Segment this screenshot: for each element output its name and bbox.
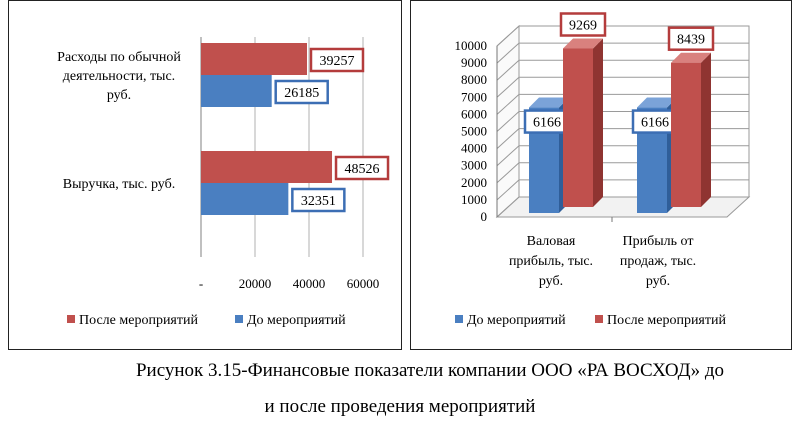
data-label-box — [274, 79, 329, 105]
category-label: прибыль, тыс. — [509, 254, 593, 269]
y-tick-label: 7000 — [461, 89, 487, 104]
x-tick-label: 40000 — [293, 276, 326, 291]
category-label: деятельности, тыс. — [63, 69, 175, 84]
legend-swatch — [235, 315, 243, 323]
y-tick-label: 3000 — [461, 158, 487, 173]
legend-swatch — [67, 315, 75, 323]
data-label: 48526 — [345, 162, 380, 177]
category-label: Валовая — [527, 234, 576, 249]
legend-label: После мероприятий — [607, 313, 726, 328]
x-tick-label: 20000 — [239, 276, 272, 291]
figure-caption-line-1: Рисунок 3.15-Финансовые показатели компа… — [135, 360, 725, 381]
legend-swatch — [455, 315, 463, 323]
category-label: Расходы по обычной — [57, 50, 181, 65]
data-label: 6166 — [533, 116, 561, 131]
y-gridline — [496, 25, 749, 47]
right-3d-bar-chart: 0 1000 2000 3000 4000 5000 6000 7000 8000 9000 100… — [455, 12, 751, 328]
bar — [201, 43, 307, 75]
y-tick-label: 2000 — [461, 175, 487, 190]
bar-top — [563, 38, 603, 49]
y-tick-label: 8000 — [461, 72, 487, 87]
category-label: руб. — [107, 88, 131, 103]
category-label: Выручка, тыс. руб. — [63, 177, 175, 192]
category-label: продаж, тыс. — [620, 254, 696, 269]
y-tick-label: 0 — [481, 209, 488, 224]
figure-caption-line-2: и после проведения мероприятий — [264, 396, 536, 417]
data-label: 39257 — [319, 54, 354, 69]
bar — [201, 183, 289, 215]
legend-label: До мероприятий — [247, 313, 346, 328]
bar — [201, 75, 272, 107]
category-label: Прибыль от — [623, 234, 694, 249]
y-tick-label: 6000 — [461, 106, 487, 121]
data-label-box — [334, 155, 390, 181]
data-label: 6166 — [641, 116, 669, 131]
bar — [671, 62, 701, 207]
data-label-box — [309, 47, 365, 73]
right-chart-panel: 0 1000 2000 3000 4000 5000 6000 7000 8000 9000 100… — [410, 0, 792, 350]
bar-side — [593, 38, 603, 208]
y-tick-label: 1000 — [461, 192, 487, 207]
bar-top — [529, 97, 569, 108]
bar-top — [671, 52, 711, 63]
y-tick-label: 4000 — [461, 141, 487, 156]
legend-label: До мероприятий — [467, 313, 566, 328]
y-tick-label: 10000 — [455, 38, 488, 53]
x-tick-label: 60000 — [347, 276, 380, 291]
data-label-box — [291, 187, 346, 213]
category-label: руб. — [646, 274, 670, 289]
bar-top — [637, 97, 677, 108]
data-label: 32351 — [301, 194, 336, 209]
data-label: 8439 — [677, 33, 705, 48]
y-gridline — [496, 59, 749, 81]
legend-swatch — [595, 315, 603, 323]
category-label: руб. — [539, 274, 563, 289]
bar-side — [701, 52, 711, 207]
data-label-box — [667, 26, 715, 51]
data-label: 9269 — [569, 19, 597, 34]
bar — [563, 48, 593, 208]
x-tick-label: - — [199, 276, 203, 291]
data-label-box — [559, 12, 607, 37]
bar — [201, 151, 333, 183]
left-chart-panel: - 20000 40000 60000 39257 26185 Расходы по обы… — [8, 0, 402, 350]
y-tick-label: 5000 — [461, 124, 487, 139]
legend-label: После мероприятий — [79, 313, 198, 328]
y-tick-label: 9000 — [461, 55, 487, 70]
left-bar-chart: - 20000 40000 60000 39257 26185 Расходы по обы… — [57, 37, 390, 328]
data-label: 26185 — [284, 86, 319, 101]
